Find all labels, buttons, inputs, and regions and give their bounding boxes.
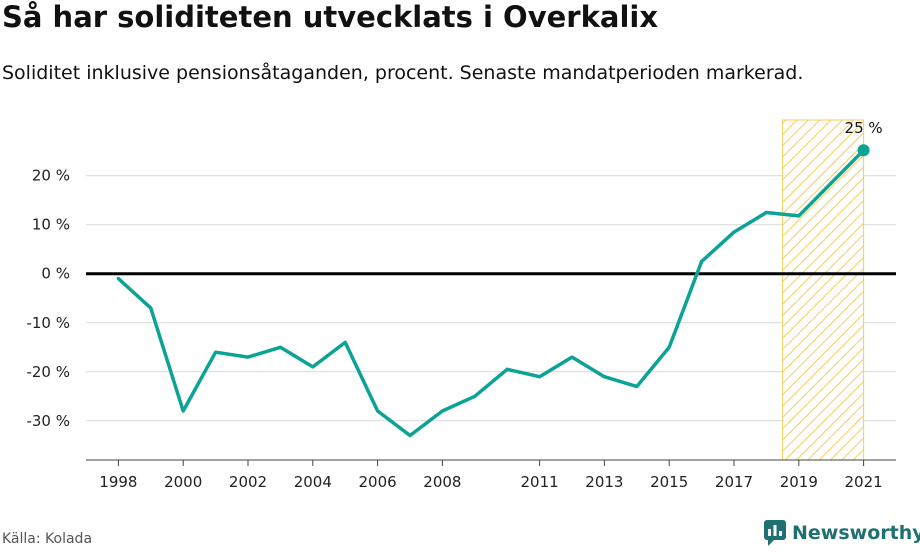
- grid-lines: [86, 175, 896, 422]
- brand: Newsworthy: [764, 520, 920, 546]
- x-tick-label: 2004: [294, 473, 332, 491]
- y-tick-label: 10 %: [32, 216, 70, 234]
- chart-subtitle: Soliditet inklusive pensionsåtaganden, p…: [2, 62, 804, 84]
- y-tick-label: -10 %: [26, 314, 70, 332]
- series-layer: [116, 144, 870, 438]
- newsworthy-logo-icon: [764, 520, 786, 546]
- x-tick-label: 2006: [359, 473, 397, 491]
- x-tick-label: 2000: [164, 473, 202, 491]
- x-tick-label: 2017: [715, 473, 753, 491]
- end-point: [857, 144, 870, 157]
- brand-name: Newsworthy: [792, 522, 920, 544]
- x-tick-label: 2002: [229, 473, 267, 491]
- source-note: Källa: Kolada: [2, 531, 93, 547]
- y-tick-label: 0 %: [41, 265, 70, 283]
- highlight-rect: [782, 119, 865, 461]
- axes: [86, 272, 896, 466]
- y-tick-label: 20 %: [32, 167, 70, 185]
- x-tick-label: 2021: [845, 473, 883, 491]
- x-tick-label: 2013: [585, 473, 623, 491]
- series-line: [116, 148, 866, 438]
- x-tick-label: 2008: [423, 473, 461, 491]
- x-tick-label: 2019: [780, 473, 818, 491]
- end-value-label: 25 %: [845, 119, 883, 137]
- y-tick-label: -30 %: [26, 412, 70, 430]
- labels: 20 % 10 % 0 % -10 % -20 % -30 % 1998 2000 2002 20…: [26, 119, 882, 491]
- highlight-period: [782, 119, 865, 461]
- x-tick-label: 1998: [99, 473, 137, 491]
- chart-title: Så har soliditeten utvecklats i Overkali…: [2, 0, 659, 34]
- x-tick-label: 2015: [650, 473, 688, 491]
- x-tick-label: 2011: [521, 473, 559, 491]
- y-tick-label: -20 %: [26, 363, 70, 381]
